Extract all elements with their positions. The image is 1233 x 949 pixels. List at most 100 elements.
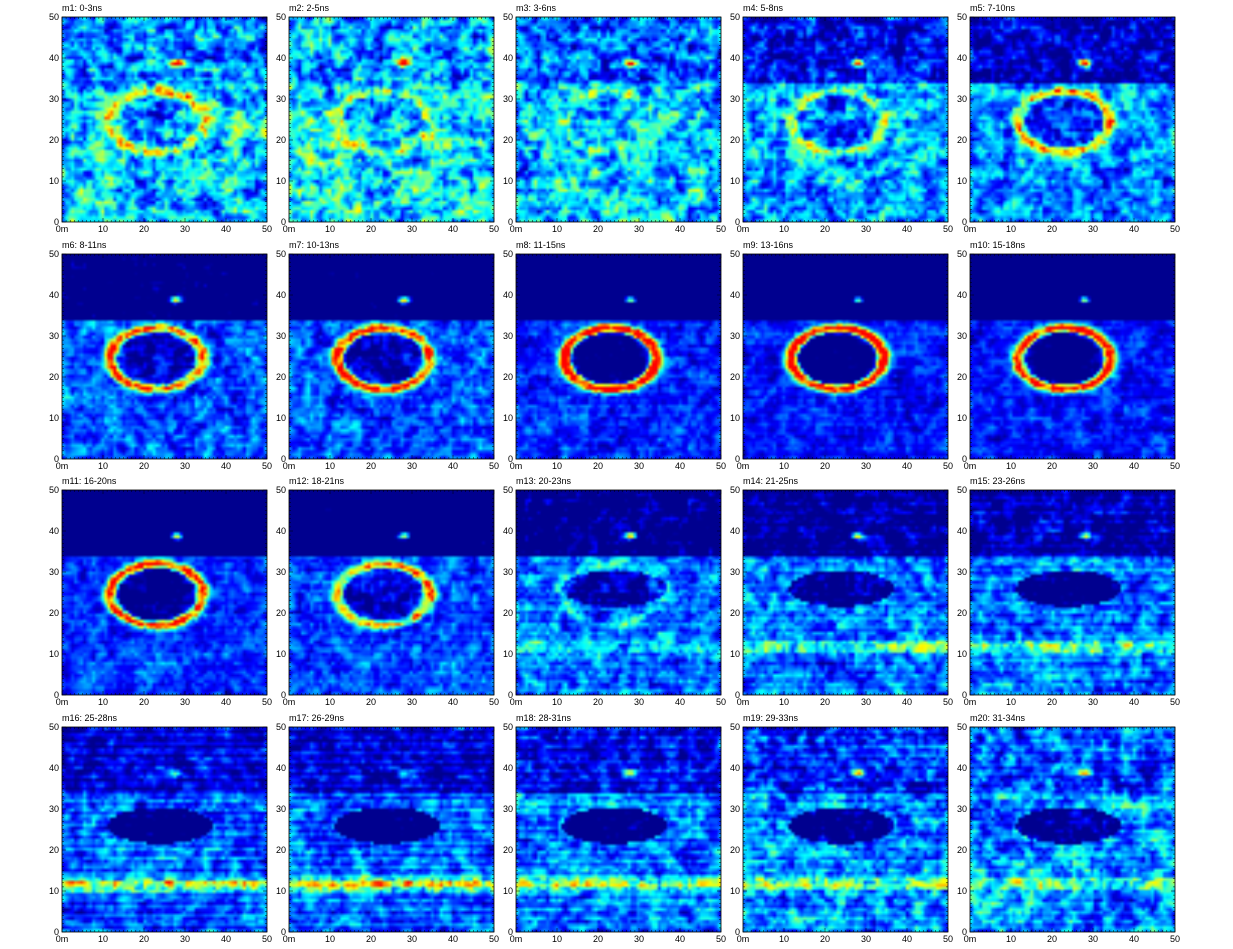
x-tick-label: 20 (139, 461, 149, 471)
y-tick-label: 0 (508, 690, 513, 700)
slice-panel: m19: 29-33ns 0m 10 20 30 40 50 0 10 20 30 40 50 (730, 713, 953, 944)
slice-panel: m8: 11-15ns 0m 10 20 30 40 50 0 10 20 30 40 50 (503, 240, 726, 471)
y-tick-label: 50 (730, 12, 740, 22)
x-tick-label: 10 (98, 461, 108, 471)
slice-panel-title: m5: 7-10ns (970, 3, 1016, 13)
y-tick-label: 10 (276, 413, 286, 423)
x-tick-label: 50 (716, 934, 726, 944)
x-tick-label: 50 (489, 697, 499, 707)
x-tick-label: 30 (407, 224, 417, 234)
slice-panel-title: m20: 31-34ns (970, 713, 1026, 723)
x-tick-label: 10 (98, 697, 108, 707)
y-tick-label: 0 (281, 217, 286, 227)
slice-panel: m1: 0-3ns 0m 10 20 30 40 50 0 10 20 30 40 50 (49, 3, 272, 234)
y-tick-label: 0 (508, 217, 513, 227)
x-tick-label: 50 (716, 697, 726, 707)
x-tick-label: 50 (1170, 934, 1180, 944)
slice-heatmap (62, 254, 267, 459)
y-tick-label: 50 (503, 485, 513, 495)
x-tick-label: 20 (820, 697, 830, 707)
y-tick-label: 10 (276, 176, 286, 186)
slice-panel-title: m13: 20-23ns (516, 476, 572, 486)
y-tick-label: 50 (957, 485, 967, 495)
y-tick-label: 30 (49, 94, 59, 104)
y-tick-label: 10 (49, 413, 59, 423)
x-tick-label: 50 (489, 934, 499, 944)
x-tick-label: 10 (552, 224, 562, 234)
x-tick-label: 40 (448, 461, 458, 471)
x-tick-label: 0m (737, 697, 750, 707)
x-tick-label: 30 (861, 934, 871, 944)
y-tick-label: 20 (503, 845, 513, 855)
slice-panel: m3: 3-6ns 0m 10 20 30 40 50 0 10 20 30 40 50 (503, 3, 726, 234)
y-tick-label: 10 (49, 176, 59, 186)
y-tick-label: 20 (49, 608, 59, 618)
y-tick-label: 50 (730, 722, 740, 732)
slice-heatmap (62, 17, 267, 222)
x-tick-label: 10 (325, 934, 335, 944)
x-tick-label: 0m (510, 697, 523, 707)
slice-heatmap (289, 254, 494, 459)
y-tick-label: 10 (957, 649, 967, 659)
x-tick-label: 50 (943, 697, 953, 707)
y-tick-label: 40 (276, 526, 286, 536)
x-tick-label: 10 (325, 224, 335, 234)
x-tick-label: 30 (407, 697, 417, 707)
y-tick-label: 0 (281, 454, 286, 464)
y-tick-label: 40 (957, 53, 967, 63)
y-tick-label: 20 (957, 608, 967, 618)
y-tick-label: 50 (730, 249, 740, 259)
y-tick-label: 20 (49, 372, 59, 382)
x-tick-label: 0m (964, 697, 977, 707)
y-tick-label: 20 (957, 135, 967, 145)
y-tick-label: 40 (730, 526, 740, 536)
y-tick-label: 50 (276, 722, 286, 732)
slice-panel: m5: 7-10ns 0m 10 20 30 40 50 0 10 20 30 40 50 (957, 3, 1180, 234)
x-tick-label: 40 (221, 224, 231, 234)
y-tick-label: 30 (503, 94, 513, 104)
y-tick-label: 10 (730, 649, 740, 659)
x-tick-label: 10 (98, 934, 108, 944)
y-tick-label: 0 (54, 217, 59, 227)
x-tick-label: 20 (593, 934, 603, 944)
y-tick-label: 20 (957, 372, 967, 382)
slice-heatmap (62, 490, 267, 695)
x-tick-label: 20 (1047, 224, 1057, 234)
y-tick-label: 30 (276, 567, 286, 577)
x-tick-label: 0m (964, 934, 977, 944)
y-tick-label: 50 (503, 12, 513, 22)
y-tick-label: 10 (276, 886, 286, 896)
x-tick-label: 20 (366, 697, 376, 707)
slice-heatmap (743, 727, 948, 932)
x-tick-label: 0m (510, 934, 523, 944)
slice-panel-title: m15: 23-26ns (970, 476, 1026, 486)
x-tick-label: 10 (1006, 461, 1016, 471)
x-tick-label: 20 (820, 461, 830, 471)
y-tick-label: 50 (49, 722, 59, 732)
y-tick-label: 50 (49, 249, 59, 259)
slice-panel-title: m16: 25-28ns (62, 713, 118, 723)
y-tick-label: 50 (276, 249, 286, 259)
y-tick-label: 30 (730, 331, 740, 341)
slice-panel: m13: 20-23ns 0m 10 20 30 40 50 0 10 20 30 40 50 (503, 476, 726, 707)
x-tick-label: 20 (1047, 697, 1057, 707)
slice-panel: m17: 26-29ns 0m 10 20 30 40 50 0 10 20 30 40 50 (276, 713, 499, 944)
y-tick-label: 0 (281, 927, 286, 937)
y-tick-label: 30 (730, 94, 740, 104)
y-tick-label: 50 (49, 485, 59, 495)
y-tick-label: 10 (503, 649, 513, 659)
slice-heatmap (743, 490, 948, 695)
y-tick-label: 30 (49, 804, 59, 814)
x-tick-label: 40 (675, 224, 685, 234)
x-tick-label: 40 (1129, 461, 1139, 471)
x-tick-label: 0m (283, 697, 296, 707)
slice-panel-title: m9: 13-16ns (743, 240, 794, 250)
x-tick-label: 0m (283, 934, 296, 944)
y-tick-label: 20 (503, 608, 513, 618)
y-tick-label: 20 (730, 135, 740, 145)
x-tick-label: 20 (593, 461, 603, 471)
x-tick-label: 30 (1088, 224, 1098, 234)
x-tick-label: 0m (737, 461, 750, 471)
x-tick-label: 40 (221, 697, 231, 707)
x-tick-label: 0m (964, 461, 977, 471)
